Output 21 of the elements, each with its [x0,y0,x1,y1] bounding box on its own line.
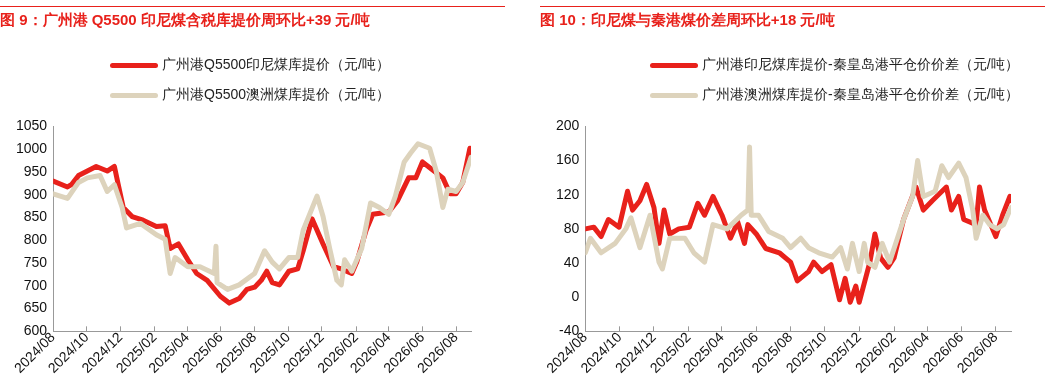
y-tick-label: 120 [556,185,580,202]
chart-title: 图 10：印尼煤与秦港煤价差周环比+18 元/吨 [540,6,1045,30]
y-tick-label: 900 [23,185,48,202]
y-tick-label: 160 [556,151,580,168]
y-tick-label: 40 [563,253,580,270]
y-tick-label: 200 [556,117,580,134]
legend-label: 广州港Q5500印尼煤库提价（元/吨） [162,56,390,74]
y-tick-label: 750 [23,253,48,270]
chart-title: 图 9：广州港 Q5500 印尼煤含税库提价周环比+39 元/吨 [0,6,505,30]
y-tick-label: 0 [571,288,580,305]
y-tick-label: 700 [23,276,48,293]
y-tick-label: 850 [23,208,48,225]
y-tick-label: 1000 [15,140,48,157]
legend-label: 广州港Q5500澳洲煤库提价（元/吨） [162,86,390,104]
y-tick-label: 650 [23,299,48,316]
y-tick-label: 800 [23,231,48,248]
legend-label: 广州港印尼煤库提价-秦皇岛港平仓价价差（元/吨） [702,56,1019,74]
y-tick-label: 1050 [15,117,48,134]
y-tick-label: 950 [23,162,48,179]
y-tick-label: 80 [563,219,580,236]
legend-label: 广州港澳洲煤库提价-秦皇岛港平仓价价差（元/吨） [702,86,1019,104]
